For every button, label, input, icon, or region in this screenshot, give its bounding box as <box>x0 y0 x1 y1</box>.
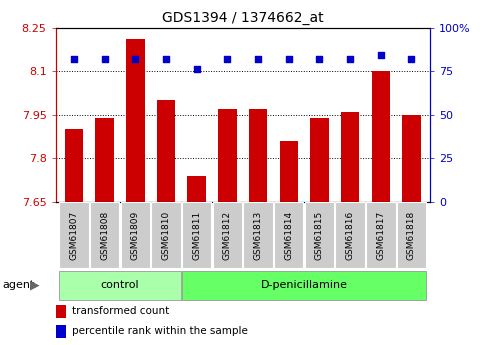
Text: GSM61814: GSM61814 <box>284 211 293 260</box>
Bar <box>56 305 66 318</box>
FancyBboxPatch shape <box>274 203 303 268</box>
Point <box>377 53 384 58</box>
FancyBboxPatch shape <box>121 203 150 268</box>
Bar <box>65 129 83 202</box>
Text: GSM61810: GSM61810 <box>161 211 170 260</box>
Point <box>408 56 415 62</box>
Point <box>101 56 109 62</box>
Text: GSM61813: GSM61813 <box>254 211 263 260</box>
Bar <box>218 109 237 202</box>
Text: control: control <box>100 280 139 290</box>
FancyBboxPatch shape <box>182 203 212 268</box>
Bar <box>187 176 206 202</box>
FancyBboxPatch shape <box>335 203 365 268</box>
FancyBboxPatch shape <box>213 203 242 268</box>
Bar <box>280 141 298 202</box>
Point <box>131 56 139 62</box>
Point <box>285 56 293 62</box>
Text: agent: agent <box>2 280 35 290</box>
FancyBboxPatch shape <box>366 203 396 268</box>
Text: GSM61807: GSM61807 <box>70 211 78 260</box>
FancyBboxPatch shape <box>397 203 426 268</box>
Point <box>224 56 231 62</box>
Text: percentile rank within the sample: percentile rank within the sample <box>72 326 248 336</box>
Text: GSM61812: GSM61812 <box>223 211 232 260</box>
Text: GSM61816: GSM61816 <box>346 211 355 260</box>
FancyBboxPatch shape <box>59 203 89 268</box>
Bar <box>126 39 144 202</box>
FancyBboxPatch shape <box>59 271 181 300</box>
Bar <box>310 118 328 202</box>
Point <box>346 56 354 62</box>
Text: GSM61818: GSM61818 <box>407 211 416 260</box>
Text: ▶: ▶ <box>30 278 40 291</box>
Text: transformed count: transformed count <box>72 306 170 316</box>
Bar <box>96 118 114 202</box>
Bar <box>402 115 421 202</box>
Text: D-penicillamine: D-penicillamine <box>260 280 348 290</box>
Point <box>70 56 78 62</box>
FancyBboxPatch shape <box>305 203 334 268</box>
Text: GSM61809: GSM61809 <box>131 211 140 260</box>
Text: GSM61817: GSM61817 <box>376 211 385 260</box>
FancyBboxPatch shape <box>243 203 273 268</box>
FancyBboxPatch shape <box>90 203 119 268</box>
Bar <box>56 325 66 337</box>
Point <box>162 56 170 62</box>
Point <box>315 56 323 62</box>
FancyBboxPatch shape <box>151 203 181 268</box>
Point <box>193 67 200 72</box>
Point <box>254 56 262 62</box>
Bar <box>371 71 390 202</box>
Text: GSM61811: GSM61811 <box>192 211 201 260</box>
Title: GDS1394 / 1374662_at: GDS1394 / 1374662_at <box>162 11 324 25</box>
Text: GSM61808: GSM61808 <box>100 211 109 260</box>
FancyBboxPatch shape <box>182 271 426 300</box>
Bar <box>249 109 267 202</box>
Bar <box>341 112 359 202</box>
Bar <box>157 100 175 202</box>
Text: GSM61815: GSM61815 <box>315 211 324 260</box>
